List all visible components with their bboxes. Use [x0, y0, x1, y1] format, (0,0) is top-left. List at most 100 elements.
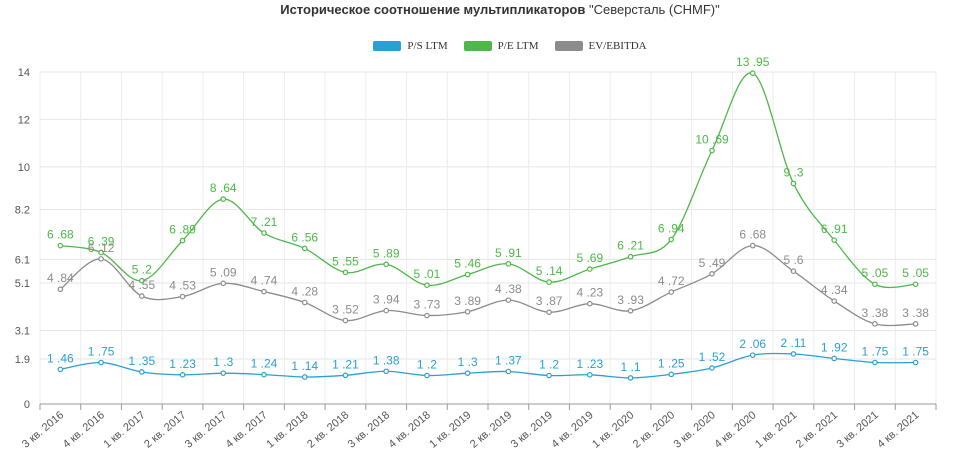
- data-point-ev: [831, 298, 837, 304]
- x-tick-label: 3 кв. 2016: [20, 409, 66, 451]
- data-point-ps: [627, 375, 634, 381]
- data-label-ps: 1 .38: [373, 353, 400, 367]
- data-label-ps: 1 .35: [128, 354, 155, 368]
- legend-swatch-ps: [373, 41, 402, 51]
- data-label-ps: 1 .92: [821, 340, 848, 354]
- data-point-ps: [831, 355, 837, 362]
- x-tick-label: 4 кв. 2021: [875, 409, 921, 451]
- data-label-pe: 6 .89: [169, 223, 196, 237]
- data-label-ev: 3 .94: [373, 293, 400, 307]
- data-point-ev: [383, 307, 389, 314]
- y-tick-label: 14: [18, 67, 30, 79]
- data-point-ev: [98, 256, 104, 262]
- x-tick-label: 1 кв. 2020: [590, 409, 636, 451]
- data-label-pe: 5 .14: [536, 264, 563, 278]
- data-label-ev: 5 .6: [783, 253, 803, 267]
- data-label-ev: 3 .38: [902, 306, 929, 320]
- data-label-ps: 2 .11: [781, 336, 807, 350]
- data-label-ps: 1 .75: [88, 345, 115, 359]
- legend-item-ev[interactable]: EV/EBITDA: [554, 40, 647, 52]
- y-tick-label: 10: [18, 162, 30, 174]
- data-label-ps: 1 .37: [495, 354, 522, 368]
- legend-item-ps[interactable]: P/S LTM: [373, 40, 448, 52]
- data-point-ev: [668, 289, 675, 295]
- y-axis: 0 1.9 3.1 5.1 6.1 8.2 10 12 14: [15, 67, 30, 411]
- data-point-pe: [627, 253, 634, 260]
- data-point-pe: [301, 245, 308, 252]
- data-label-pe: 5 .55: [332, 254, 359, 268]
- data-point-ev: [57, 286, 64, 293]
- data-label-ev: 3 .89: [454, 294, 481, 308]
- data-point-pe: [831, 237, 837, 243]
- data-label-ev: 6 .68: [739, 228, 766, 242]
- data-point-ev: [627, 308, 634, 314]
- data-label-ev: 5 .09: [210, 265, 237, 279]
- data-point-ev: [749, 242, 756, 249]
- x-tick-label: 1 кв. 2019: [427, 409, 473, 451]
- data-label-ev: 4 .34: [821, 283, 848, 297]
- data-point-pe: [668, 236, 675, 243]
- data-point-ev: [342, 317, 349, 324]
- y-tick-label: 1.9: [15, 354, 30, 366]
- legend-item-pe[interactable]: P/E LTM: [463, 40, 539, 52]
- data-label-ps: 1 .75: [902, 345, 929, 359]
- data-label-ev: 3 .73: [414, 298, 441, 312]
- data-point-pe: [587, 266, 593, 272]
- data-label-ev: 4 .72: [658, 274, 685, 288]
- data-label-pe: 5 .91: [495, 246, 522, 260]
- series-line-ps: [60, 352, 916, 379]
- data-point-ps: [546, 372, 552, 379]
- chart-legend: P/S LTM P/E LTM EV/EBITDA: [0, 40, 978, 52]
- legend-swatch-ev: [554, 41, 583, 51]
- data-label-ps: 1 .25: [658, 356, 685, 370]
- data-point-ps: [98, 359, 104, 366]
- y-tick-label: 0: [24, 399, 30, 411]
- x-tick-label: 4 кв. 2016: [61, 409, 107, 451]
- x-tick-label: 3 кв. 2021: [834, 409, 880, 451]
- data-point-pe: [872, 281, 878, 288]
- data-point-ps: [912, 359, 919, 366]
- data-point-pe: [749, 70, 756, 76]
- x-tick-label: 3 кв. 2020: [672, 409, 718, 451]
- data-point-ps: [709, 365, 715, 371]
- data-label-pe: 6 .68: [47, 228, 74, 242]
- series-pe: 6 .68 6 .39 5 .2 6 .89 8 .64 7 .21 6 .56 5 .55 5…: [47, 55, 929, 289]
- data-label-pe: 5 .05: [862, 266, 889, 280]
- data-point-ps: [505, 368, 512, 375]
- x-tick-label: 2 кв. 2019: [468, 409, 514, 451]
- data-label-pe: 10 .69: [695, 132, 729, 146]
- chart-title: Историческое соотношение мультипликаторо…: [0, 2, 978, 17]
- data-label-ps: 1 .14: [291, 359, 318, 373]
- x-tick-label: 4 кв. 2020: [712, 409, 758, 451]
- y-tick-label: 3.1: [15, 325, 30, 337]
- data-label-ps: 1 .46: [47, 351, 74, 365]
- data-label-ps: 1 .24: [251, 357, 278, 371]
- y-tick-label: 8.2: [15, 205, 30, 217]
- data-label-ev: 4 .84: [47, 271, 74, 285]
- data-point-pe: [220, 196, 227, 202]
- x-tick-label: 1 кв. 2017: [101, 409, 147, 451]
- data-label-pe: 6 .94: [658, 221, 685, 235]
- data-point-ev: [790, 268, 797, 275]
- data-label-ev: 4 .28: [291, 285, 318, 299]
- data-label-pe: 5 .89: [373, 246, 400, 260]
- series-line-ev: [59, 244, 916, 327]
- data-point-ps: [342, 372, 349, 379]
- legend-label-ps: P/S LTM: [407, 40, 448, 52]
- data-point-ps: [587, 372, 593, 378]
- data-point-ps: [464, 370, 471, 376]
- data-point-ev: [546, 309, 552, 316]
- data-point-ev: [261, 288, 267, 295]
- y-tick-label: 12: [18, 114, 30, 126]
- x-tick-label: 3 кв. 2019: [509, 409, 555, 451]
- data-point-pe: [383, 261, 389, 268]
- data-point-ps: [179, 372, 186, 378]
- x-tick-label: 2 кв. 2020: [631, 409, 677, 451]
- data-label-pe: 5 .69: [576, 251, 603, 265]
- y-tick-label: 6.1: [15, 254, 30, 266]
- x-tick-label: 3 кв. 2017: [183, 409, 229, 451]
- data-label-ev: 5 .49: [699, 256, 726, 270]
- data-point-ev: [505, 297, 512, 303]
- data-point-pe: [57, 242, 64, 249]
- data-point-ps: [749, 352, 756, 358]
